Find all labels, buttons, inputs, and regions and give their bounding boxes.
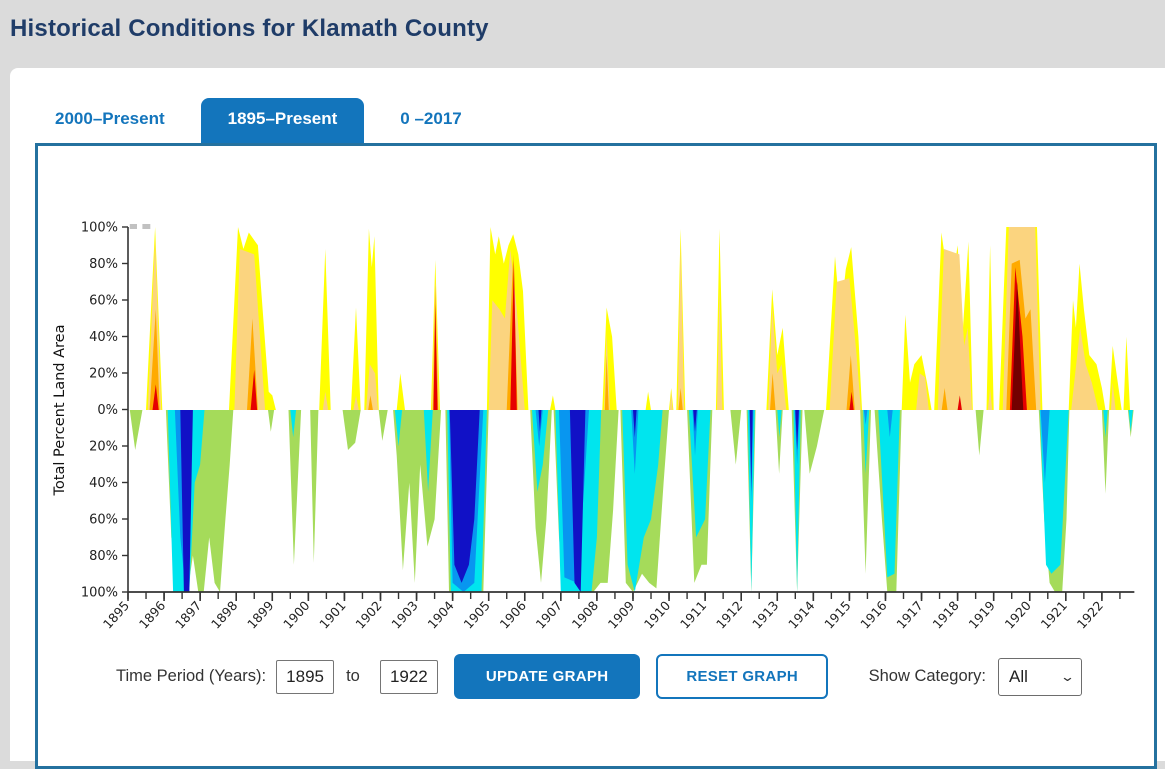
x-tick-label: 1914 xyxy=(785,598,817,632)
y-axis-title: Total Percent Land Area xyxy=(52,325,68,497)
x-tick-label: 1915 xyxy=(821,598,853,632)
x-tick-label: 1906 xyxy=(497,598,529,632)
controls-bar: Time Period (Years): to UPDATE GRAPH RES… xyxy=(116,654,1154,699)
x-tick-label: 1910 xyxy=(641,598,673,632)
wet-series-W1 xyxy=(167,410,1133,592)
from-year-input[interactable] xyxy=(276,659,335,694)
to-year-input[interactable] xyxy=(379,659,438,694)
chart-container: 100% 80% 60% 40% 20% 0% 20% 40% 60% 80% 100% 1895 18… xyxy=(35,143,1157,769)
x-tick-label: 1905 xyxy=(460,598,492,632)
drought-series-D0 xyxy=(146,227,1130,410)
content-panel: 2000–Present 1895–Present 0 –2017 100% 80… xyxy=(10,68,1165,769)
y-tick-label: 80% xyxy=(89,257,118,272)
x-tick-label: 1917 xyxy=(893,598,925,632)
to-separator: to xyxy=(346,667,360,685)
tab-2000-present[interactable]: 2000–Present xyxy=(55,109,165,128)
update-graph-button[interactable]: UPDATE GRAPH xyxy=(453,654,641,699)
x-tick-label: 1901 xyxy=(316,598,348,632)
y-tick-label: 40% xyxy=(89,476,118,491)
x-tick-label: 1916 xyxy=(857,598,889,632)
tab-0-2017[interactable]: 0 –2017 xyxy=(400,109,462,128)
x-tick-label: 1899 xyxy=(244,598,276,632)
chevron-down-icon: ⌄ xyxy=(1059,669,1076,684)
x-tick-label: 1918 xyxy=(929,598,961,632)
x-tick-label: 1895 xyxy=(100,598,132,632)
x-tick-label: 1920 xyxy=(1002,598,1034,632)
tab-1895-present[interactable]: 1895–Present xyxy=(200,98,365,143)
y-tick-label: 60% xyxy=(89,294,118,309)
drought-series-D4 xyxy=(1011,281,1024,410)
y-tick-label: 60% xyxy=(89,513,118,528)
y-tick-label: 100% xyxy=(81,586,118,601)
show-category-group: Show Category: All ⌄ xyxy=(868,657,1082,696)
x-tick-label: 1900 xyxy=(280,598,312,632)
x-tick-label: 1919 xyxy=(965,598,997,632)
reset-graph-button[interactable]: RESET GRAPH xyxy=(656,654,829,699)
x-tick-label: 1909 xyxy=(605,598,637,632)
y-tick-label: 20% xyxy=(89,367,118,382)
x-tick-label: 1921 xyxy=(1038,598,1070,632)
x-tick-label: 1912 xyxy=(713,598,745,632)
drought-series-D1 xyxy=(147,227,1116,410)
x-tick-label: 1898 xyxy=(208,598,240,632)
x-tick-label: 1902 xyxy=(352,598,384,632)
x-tick-label: 1904 xyxy=(424,598,456,632)
x-tick-label: 1907 xyxy=(533,598,565,632)
category-select[interactable]: All ⌄ xyxy=(998,657,1082,696)
y-tick-label: 20% xyxy=(89,440,118,455)
x-tick-label: 1911 xyxy=(677,598,709,632)
show-category-label: Show Category: xyxy=(868,667,986,685)
tab-bar: 2000–Present 1895–Present 0 –2017 xyxy=(10,68,1165,143)
drought-series-D3 xyxy=(152,259,1027,410)
y-tick-label: 80% xyxy=(89,549,118,564)
x-tick-label: 1908 xyxy=(569,598,601,632)
x-tick-label: 1922 xyxy=(1074,598,1106,632)
x-tick-label: 1903 xyxy=(388,598,420,632)
page-title: Historical Conditions for Klamath County xyxy=(10,15,489,42)
x-tick-label: 1913 xyxy=(749,598,781,632)
time-period-label: Time Period (Years): xyxy=(116,667,267,685)
page-header: Historical Conditions for Klamath County xyxy=(0,0,1165,68)
y-tick-label: 40% xyxy=(89,330,118,345)
y-tick-label: 0% xyxy=(97,403,118,418)
no-data-mark xyxy=(142,224,151,229)
y-tick-label: 100% xyxy=(81,221,118,236)
no-data-mark xyxy=(129,224,137,229)
category-select-value: All xyxy=(1009,666,1028,686)
x-tick-label: 1897 xyxy=(172,598,204,632)
historical-conditions-chart: 100%80%60%40%20%0%20%40%60%80%100%1895 18… xyxy=(52,221,1135,632)
x-tick-label: 1896 xyxy=(136,598,168,632)
